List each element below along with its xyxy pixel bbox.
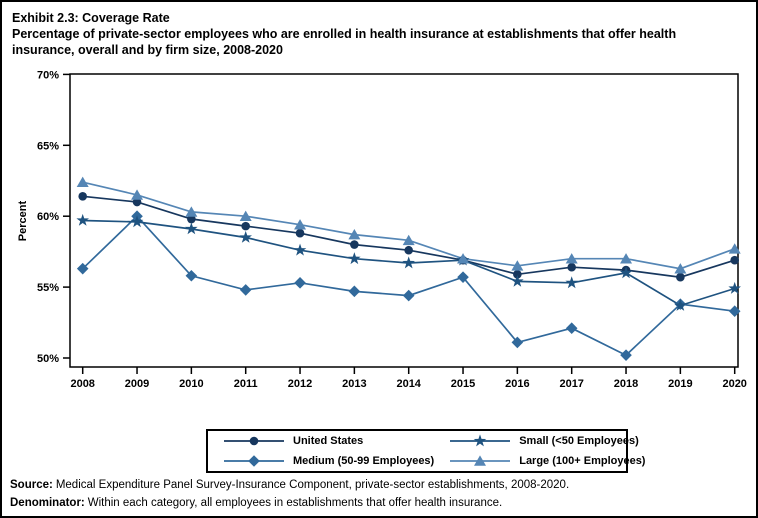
svg-text:50%: 50% (37, 353, 59, 365)
legend-label-united-states: United States (293, 435, 364, 447)
page-subtitle-line1: Percentage of private-sector employees w… (12, 27, 677, 41)
svg-text:2011: 2011 (234, 378, 258, 390)
svg-text:2009: 2009 (125, 378, 149, 390)
legend: United States Small (<50 Employees) Medi… (206, 429, 645, 473)
page-title: Exhibit 2.3: Coverage Rate (12, 11, 170, 25)
svg-text:2014: 2014 (396, 378, 421, 390)
svg-text:55%: 55% (37, 282, 59, 294)
legend-label-large: Large (100+ Employees) (519, 455, 646, 467)
small-firms-star-marker-icon (450, 434, 511, 447)
svg-text:2015: 2015 (451, 378, 475, 390)
title-block: Exhibit 2.3: Coverage Rate Percentage of… (12, 10, 748, 58)
svg-text:2020: 2020 (722, 378, 746, 390)
svg-text:65%: 65% (37, 140, 59, 152)
legend-item-united-states: United States (208, 431, 434, 451)
denominator-label: Denominator: (10, 497, 85, 509)
svg-text:2008: 2008 (70, 378, 94, 390)
legend-item-medium: Medium (50-99 Employees) (208, 451, 434, 471)
source-note: Source: Medical Expenditure Panel Survey-… (10, 476, 750, 494)
svg-text:2017: 2017 (559, 378, 583, 390)
svg-text:2013: 2013 (342, 378, 366, 390)
legend-label-small: Small (<50 Employees) (519, 435, 639, 447)
denominator-note: Denominator: Within each category, all em… (10, 494, 750, 512)
svg-text:2012: 2012 (288, 378, 312, 390)
united-states-circle-marker-icon (224, 436, 284, 446)
denominator-text: Within each category, all employees in e… (87, 497, 503, 509)
svg-text:60%: 60% (37, 211, 59, 223)
svg-text:70%: 70% (37, 69, 59, 81)
svg-text:2010: 2010 (179, 378, 203, 390)
page-subtitle-line2: insurance, overall and by firm size, 200… (12, 43, 283, 57)
large-firms-triangle-marker-icon (450, 455, 511, 466)
source-label: Source: (10, 479, 53, 491)
svg-text:Percent: Percent (17, 200, 29, 241)
source-text: Medical Expenditure Panel Survey-Insuran… (55, 479, 570, 491)
legend-label-medium: Medium (50-99 Employees) (293, 455, 435, 467)
medium-firms-diamond-marker-icon (224, 455, 284, 467)
legend-item-small: Small (<50 Employees) (434, 431, 645, 451)
legend-item-large: Large (100+ Employees) (434, 451, 645, 471)
footer-notes: Source: Medical Expenditure Panel Survey-… (10, 476, 750, 512)
svg-text:2018: 2018 (614, 378, 638, 390)
svg-text:2019: 2019 (668, 378, 692, 390)
svg-text:2016: 2016 (505, 378, 529, 390)
